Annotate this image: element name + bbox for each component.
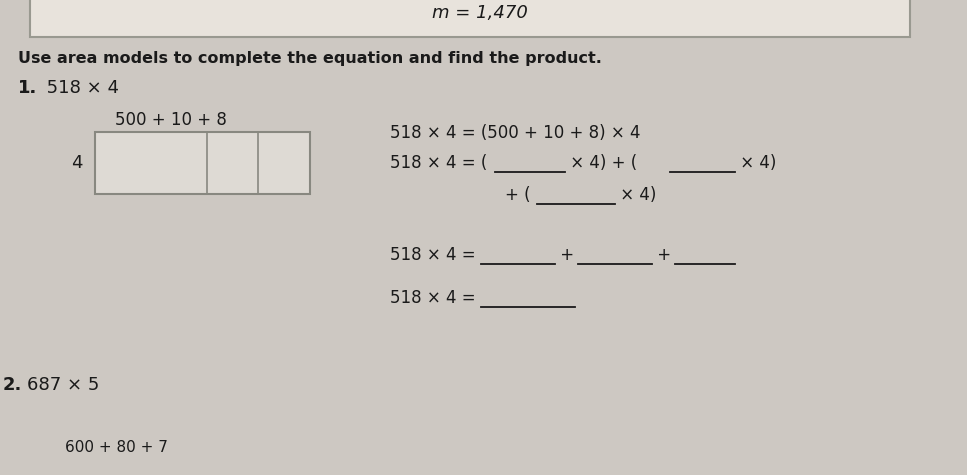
Text: × 4) + (: × 4) + ( — [565, 154, 637, 172]
Text: 600 + 80 + 7: 600 + 80 + 7 — [65, 440, 168, 456]
Text: +: + — [652, 246, 676, 264]
Bar — [30, 0, 910, 37]
Text: 2.: 2. — [3, 376, 22, 394]
Text: 4: 4 — [72, 154, 83, 172]
Text: + (: + ( — [505, 186, 531, 204]
Text: 1.: 1. — [18, 79, 38, 97]
Text: 1.  518 × 4: 1. 518 × 4 — [18, 79, 119, 97]
Text: × 4): × 4) — [735, 154, 777, 172]
Bar — [95, 132, 310, 194]
Text: Use area models to complete the equation and find the product.: Use area models to complete the equation… — [18, 50, 601, 66]
Text: +: + — [555, 246, 579, 264]
Text: 500 + 10 + 8: 500 + 10 + 8 — [115, 111, 227, 129]
Text: 518 × 4 = (500 + 10 + 8) × 4: 518 × 4 = (500 + 10 + 8) × 4 — [390, 124, 640, 142]
Text: × 4): × 4) — [615, 186, 657, 204]
Text: 687 × 5: 687 × 5 — [27, 376, 100, 394]
Text: 518 × 4 =: 518 × 4 = — [390, 246, 481, 264]
Text: 518 × 4 =: 518 × 4 = — [390, 289, 481, 307]
Text: 518 × 4 = (: 518 × 4 = ( — [390, 154, 487, 172]
Text: m = 1,470: m = 1,470 — [432, 4, 528, 22]
